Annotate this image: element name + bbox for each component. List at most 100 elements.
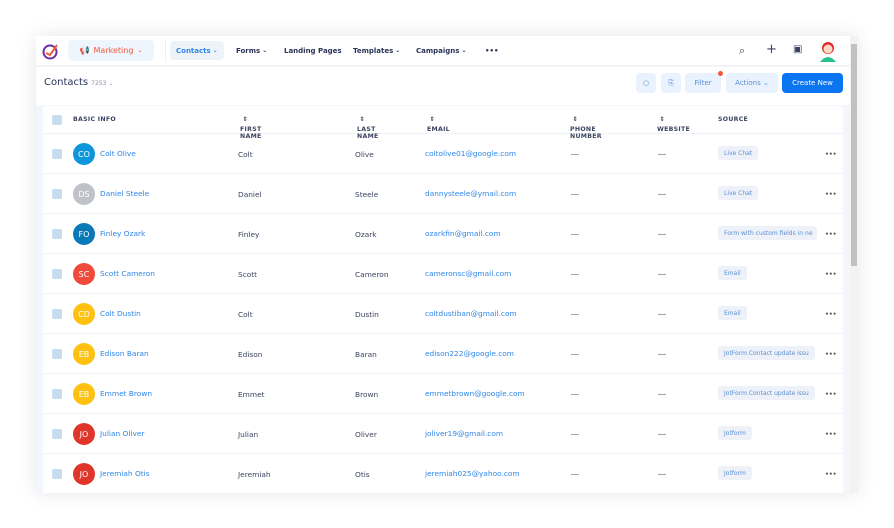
search-icon[interactable]: ⌕ <box>739 44 746 57</box>
contact-name-link[interactable]: Edison Baran <box>100 349 149 358</box>
source-badge: Jotform <box>718 466 752 480</box>
more-options-icon[interactable]: ••• <box>825 391 837 398</box>
avatar: FO <box>73 223 95 245</box>
email-link[interactable]: jeremiah025@yahoo.com <box>425 469 520 478</box>
filter-button[interactable]: Filter <box>685 71 723 93</box>
chevron-down-icon: ⌄ <box>262 47 268 54</box>
nav-item[interactable]: Templates ⌄ <box>353 46 401 55</box>
nav-item[interactable]: Contacts ⌄ <box>170 41 224 60</box>
more-options-icon[interactable]: ••• <box>825 231 837 238</box>
contact-name-link[interactable]: Daniel Steele <box>100 189 150 198</box>
email-link[interactable]: ozarkfin@gmail.com <box>425 229 501 238</box>
first-name: Finley <box>238 230 260 239</box>
row-checkbox[interactable] <box>52 349 62 359</box>
row-checkbox[interactable] <box>52 229 62 239</box>
row-checkbox[interactable] <box>52 389 62 399</box>
app-switcher[interactable]: 📢 Marketing ⌄ <box>68 40 154 61</box>
phone-empty <box>571 354 579 355</box>
col-source[interactable]: SOURCE <box>718 116 749 123</box>
table-row[interactable]: FO Finley Ozark Finley Ozark ozarkfin@gm… <box>43 214 843 254</box>
table-row[interactable]: EB Edison Baran Edison Baran edison222@g… <box>43 334 843 374</box>
last-name: Otis <box>355 470 370 479</box>
logo-icon <box>42 44 58 60</box>
col-basic-info[interactable]: BASIC INFO <box>73 116 116 123</box>
source-badge: Live Chat <box>718 146 759 160</box>
contact-name-link[interactable]: Emmet Brown <box>100 389 153 398</box>
email-link[interactable]: emmetbrown@google.com <box>425 389 525 398</box>
contact-name-link[interactable]: Colt Dustin <box>100 309 141 318</box>
calendar-icon[interactable]: ▣ <box>793 44 803 55</box>
avatar: DS <box>73 183 95 205</box>
col-first-name[interactable]: FIRST NAME ⇕ <box>240 116 262 140</box>
contact-name-link[interactable]: Scott Cameron <box>100 269 155 278</box>
nav-item[interactable]: ••• <box>485 46 499 55</box>
row-checkbox[interactable] <box>52 189 62 199</box>
website-empty <box>658 274 666 275</box>
row-checkbox[interactable] <box>52 469 62 479</box>
nav-item[interactable]: Campaigns ⌄ <box>416 46 467 55</box>
table-row[interactable]: EB Emmet Brown Emmet Brown emmetbrown@go… <box>43 374 843 414</box>
plus-icon[interactable]: + <box>766 42 777 57</box>
table-row[interactable]: CD Colt Dustin Colt Dustin coltdustiban@… <box>43 294 843 334</box>
table-row[interactable]: JO Jeremiah Otis Jeremiah Otis jeremiah0… <box>43 454 843 493</box>
user-avatar[interactable] <box>818 40 838 62</box>
source-badge: JotForm Contact update issu <box>718 346 815 360</box>
contact-name-link[interactable]: Jeremiah Otis <box>100 469 150 478</box>
avatar: CD <box>73 303 95 325</box>
last-name: Ozark <box>355 230 377 239</box>
first-name: Colt <box>238 310 253 319</box>
email-link[interactable]: edison222@google.com <box>425 349 515 358</box>
refresh-button[interactable]: ○ <box>636 73 656 93</box>
email-link[interactable]: coltdustiban@gmail.com <box>425 309 517 318</box>
email-link[interactable]: joliver19@gmail.com <box>425 429 504 438</box>
last-name: Dustin <box>355 310 379 319</box>
more-options-icon[interactable]: ••• <box>825 351 837 358</box>
actions-button[interactable]: Actions ⌄ <box>726 73 778 93</box>
email-link[interactable]: coltolive01@google.com <box>425 149 517 158</box>
first-name: Scott <box>238 270 258 279</box>
email-link[interactable]: cameronsc@gmail.com <box>425 269 512 278</box>
scrollbar[interactable] <box>850 36 858 493</box>
row-checkbox[interactable] <box>52 149 62 159</box>
row-checkbox[interactable] <box>52 429 62 439</box>
contact-count[interactable]: 7253 ⌄ <box>91 80 114 87</box>
contact-name-link[interactable]: Finley Ozark <box>100 229 146 238</box>
last-name: Baran <box>355 350 377 359</box>
email-link[interactable]: dannysteele@ymail.com <box>425 189 517 198</box>
table-row[interactable]: SC Scott Cameron Scott Cameron cameronsc… <box>43 254 843 294</box>
export-button[interactable]: ⎘ <box>661 73 681 93</box>
table-row[interactable]: CO Colt Olive Colt Olive coltolive01@goo… <box>43 134 843 174</box>
col-email[interactable]: EMAIL ⇕ <box>427 116 450 133</box>
website-empty <box>658 154 666 155</box>
col-website[interactable]: WEBSITE ⇕ <box>657 116 691 133</box>
contact-name-link[interactable]: Colt Olive <box>100 149 136 158</box>
first-name: Emmet <box>238 390 265 399</box>
col-last-name[interactable]: LAST NAME ⇕ <box>357 116 379 140</box>
more-options-icon[interactable]: ••• <box>825 191 837 198</box>
more-options-icon[interactable]: ••• <box>825 271 837 278</box>
more-options-icon[interactable]: ••• <box>825 471 837 478</box>
more-options-icon[interactable]: ••• <box>825 151 837 158</box>
first-name: Daniel <box>238 190 262 199</box>
create-new-button[interactable]: Create New <box>782 73 843 93</box>
website-empty <box>658 354 666 355</box>
first-name: Julian <box>238 430 259 439</box>
table-row[interactable]: JO Julian Oliver Julian Oliver joliver19… <box>43 414 843 454</box>
avatar: EB <box>73 343 95 365</box>
source-badge: Email <box>718 306 747 320</box>
table-row[interactable]: DS Daniel Steele Daniel Steele dannystee… <box>43 174 843 214</box>
select-all-checkbox[interactable] <box>52 115 62 125</box>
phone-empty <box>571 234 579 235</box>
more-options-icon[interactable]: ••• <box>825 431 837 438</box>
first-name: Colt <box>238 150 253 159</box>
nav-item[interactable]: Forms ⌄ <box>236 46 268 55</box>
col-phone[interactable]: PHONE NUMBER ⇕ <box>570 116 602 140</box>
row-checkbox[interactable] <box>52 309 62 319</box>
contact-name-link[interactable]: Julian Oliver <box>100 429 145 438</box>
last-name: Brown <box>355 390 379 399</box>
scrollbar-thumb[interactable] <box>851 44 857 266</box>
phone-empty <box>571 434 579 435</box>
row-checkbox[interactable] <box>52 269 62 279</box>
nav-item[interactable]: Landing Pages <box>284 46 342 55</box>
more-options-icon[interactable]: ••• <box>825 311 837 318</box>
